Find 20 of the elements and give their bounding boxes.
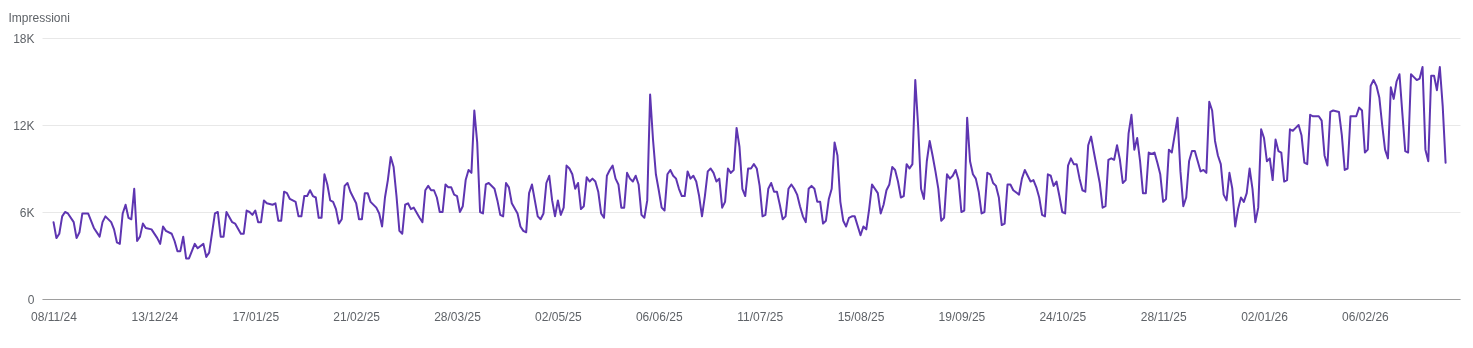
x-tick-label: 02/01/26 [1241, 309, 1289, 324]
x-tick-label: 13/12/24 [131, 309, 179, 324]
y-tick-label: 0 [27, 292, 35, 307]
y-axis-title: Impressioni [8, 10, 70, 25]
x-tick-label: 21/02/25 [333, 309, 381, 324]
x-tick-label: 17/01/25 [232, 309, 280, 324]
x-tick-label: 08/11/24 [31, 309, 78, 324]
x-tick-label: 28/03/25 [434, 309, 482, 324]
x-tick-label: 02/05/25 [535, 309, 583, 324]
x-tick-label: 06/06/25 [635, 309, 683, 324]
x-tick-label: 19/09/25 [938, 309, 986, 324]
y-tick-label: 18K [13, 31, 35, 46]
x-tick-label: 11/07/25 [737, 309, 784, 324]
line-series [52, 66, 1447, 260]
y-tick-label: 6K [19, 205, 35, 220]
x-tick-label: 28/11/25 [1140, 309, 1187, 324]
x-tick-label: 15/08/25 [837, 309, 885, 324]
x-tick-label: 06/02/26 [1342, 309, 1390, 324]
x-tick-label: 24/10/25 [1039, 309, 1087, 324]
y-tick-label: 12K [13, 118, 35, 133]
